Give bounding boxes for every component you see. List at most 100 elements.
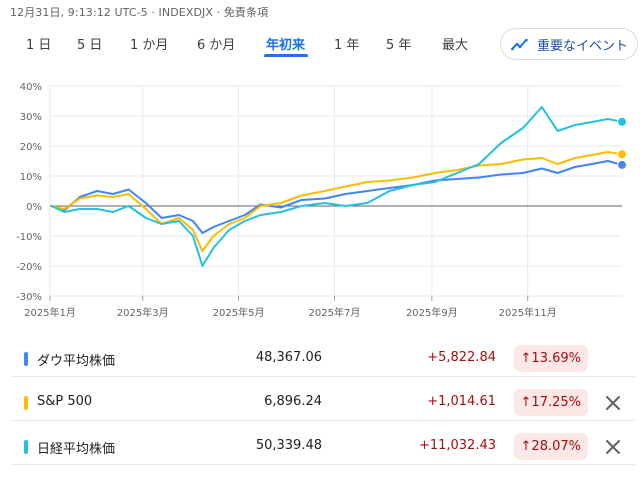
legend-row-nikkei[interactable]: 日経平均株価 50,339.48 +11,032.43 ↑28.07% — [10, 429, 636, 465]
data-point-dow — [478, 176, 480, 179]
x-tick-label: 2025年7月 — [309, 306, 361, 319]
chart-svg[interactable]: 40% 30% 20% 10% 0% -10% -20% -30% 2025年1月 2025年3月… — [0, 68, 640, 330]
series-pct-badge: ↑17.25% — [513, 389, 588, 416]
series-change: +1,014.61 — [427, 394, 496, 409]
series-name: S&P 500 — [37, 394, 93, 409]
data-point-nikkei — [145, 217, 147, 219]
tab-5-year[interactable]: 5 年 — [386, 38, 412, 53]
data-point-sp500 — [456, 169, 458, 171]
series-change: +11,032.43 — [418, 438, 496, 453]
data-point-nikkei — [259, 214, 262, 216]
key-events-button[interactable]: 重要なイベント — [500, 28, 638, 60]
x-tick-label: 2025年5月 — [213, 306, 265, 319]
series-change: +5,822.84 — [427, 350, 496, 365]
data-point-nikkei — [344, 205, 347, 207]
x-tick-label: 2025年9月 — [406, 306, 458, 319]
tab-6-month[interactable]: 6 か月 — [197, 38, 236, 53]
tab-1-year[interactable]: 1 年 — [334, 38, 360, 53]
series-color-dow — [24, 352, 28, 366]
data-point-sp500 — [412, 176, 414, 179]
data-point-nikkei — [280, 211, 282, 213]
data-point-dow — [366, 190, 369, 192]
data-point-nikkei — [607, 118, 609, 120]
data-point-nikkei — [541, 106, 543, 108]
data-point-nikkei — [96, 208, 98, 210]
data-point-sp500 — [228, 223, 231, 225]
data-point-nikkei — [244, 220, 246, 222]
data-point-sp500 — [112, 196, 114, 198]
data-point-dow — [541, 167, 543, 170]
data-point-nikkei — [324, 202, 326, 204]
close-icon[interactable] — [602, 392, 624, 414]
data-point-nikkei — [366, 202, 369, 204]
series-line-nikkei — [50, 106, 623, 267]
data-point-nikkei — [212, 247, 215, 249]
data-point-sp500 — [201, 250, 204, 252]
data-point-sp500 — [145, 208, 147, 210]
data-point-nikkei — [79, 208, 81, 210]
data-point-dow — [201, 232, 204, 234]
data-point-nikkei — [522, 127, 524, 129]
tab-1-month[interactable]: 1 か月 — [130, 38, 169, 53]
tab-5-day[interactable]: 5 日 — [77, 38, 103, 53]
data-point-dow — [388, 187, 391, 189]
series-color-sp500 — [24, 396, 28, 410]
data-point-sp500 — [259, 205, 262, 207]
data-point-sp500 — [500, 163, 502, 165]
data-point-sp500 — [96, 194, 98, 197]
data-point-nikkei — [434, 181, 436, 183]
series-price: 48,367.06 — [255, 350, 322, 365]
data-point-nikkei — [127, 205, 130, 207]
data-point-sp500 — [366, 181, 369, 183]
data-point-sp500 — [127, 193, 130, 195]
data-point-sp500 — [556, 163, 559, 165]
series-end-dot-dow — [617, 159, 627, 170]
data-point-nikkei — [574, 124, 576, 126]
data-point-dow — [574, 166, 576, 168]
data-point-sp500 — [388, 179, 391, 182]
data-point-nikkei — [478, 163, 480, 165]
range-tabs: 1 日 5 日 1 か月 6 か月 年初来 1 年 5 年 最大 — [0, 30, 640, 60]
tab-max[interactable]: 最大 — [442, 38, 469, 53]
data-point-dow — [160, 217, 163, 219]
data-point-nikkei — [112, 211, 114, 213]
data-point-dow — [344, 193, 347, 195]
data-point-dow — [591, 163, 593, 165]
y-tick-label: -20% — [16, 262, 42, 273]
series-pct-badge: ↑13.69% — [513, 345, 588, 372]
data-point-sp500 — [244, 217, 246, 219]
data-point-nikkei — [500, 142, 502, 144]
series-name: ダウ平均株価 — [37, 354, 116, 369]
legend-row-sp500[interactable]: S&P 500 6,896.24 +1,014.61 ↑17.25% — [10, 385, 636, 421]
data-point-dow — [244, 214, 246, 216]
key-events-label: 重要なイベント — [537, 38, 629, 54]
data-point-nikkei — [300, 205, 303, 207]
x-tick-label: 2025年1月 — [24, 306, 76, 319]
comparison-chart[interactable]: 40% 30% 20% 10% 0% -10% -20% -30% 2025年1月 2025年3月… — [0, 68, 640, 330]
data-point-nikkei — [456, 172, 458, 174]
close-icon[interactable] — [602, 436, 624, 458]
data-point-sp500 — [591, 154, 593, 156]
data-point-nikkei — [228, 229, 231, 231]
data-point-dow — [324, 197, 326, 200]
data-point-dow — [112, 193, 114, 195]
y-tick-label: 10% — [20, 172, 42, 183]
data-point-nikkei — [201, 265, 204, 267]
data-point-sp500 — [192, 229, 194, 231]
data-point-sp500 — [434, 172, 436, 174]
data-point-nikkei — [160, 223, 163, 225]
y-tick-label: 20% — [20, 142, 42, 153]
x-tick-label: 2025年3月 — [117, 306, 169, 319]
data-point-sp500 — [300, 194, 303, 197]
legend-row-dow[interactable]: ダウ平均株価 48,367.06 +5,822.84 ↑13.69% — [10, 341, 636, 377]
series-end-dot-sp500 — [617, 149, 627, 160]
data-point-sp500 — [79, 197, 81, 200]
tab-ytd[interactable]: 年初来 — [266, 38, 306, 53]
data-point-sp500 — [212, 235, 215, 237]
tab-1-day[interactable]: 1 日 — [26, 38, 52, 53]
data-point-sp500 — [324, 190, 326, 192]
data-point-sp500 — [344, 185, 347, 188]
data-point-dow — [556, 172, 559, 174]
data-point-nikkei — [412, 184, 414, 186]
data-point-sp500 — [522, 158, 524, 161]
